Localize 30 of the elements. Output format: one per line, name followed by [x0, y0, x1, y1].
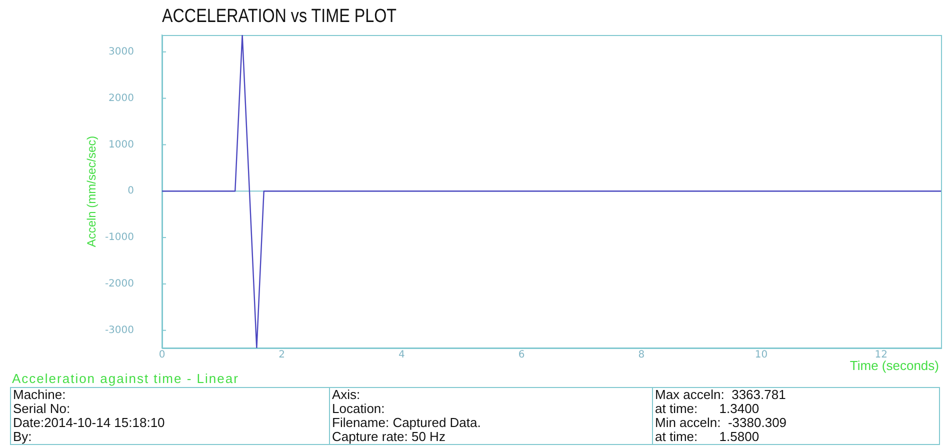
x-tick-label: 12 [874, 350, 888, 361]
y-tick-label: -1000 [104, 232, 134, 244]
text: Date:2014-10-14 15:18:10 [13, 415, 166, 430]
text: Acceleration against time - Linear [12, 371, 239, 386]
text: Location: [332, 401, 386, 416]
y-tick-label: -3000 [104, 324, 134, 336]
text: Filename: Captured Data. [332, 415, 482, 430]
y-axis-title: Acceln (mm/sec/sec) [84, 136, 98, 248]
y-tick-label: 3000 [108, 46, 134, 58]
text: Min acceln: -3380.309 [655, 415, 788, 430]
text: Machine: [13, 387, 67, 402]
x-tick-label: 4 [398, 350, 405, 361]
x-tick-label: 2 [278, 350, 286, 361]
text: at time: 1.3400 [655, 401, 760, 416]
x-tick-label: 0 [158, 350, 166, 361]
y-tick-label: -2000 [104, 278, 134, 290]
text: Capture rate: 50 Hz [332, 429, 446, 444]
y-tick-label: 0 [128, 186, 134, 197]
x-axis-title: Time (seconds) [850, 358, 939, 373]
y-tick-label: 1000 [108, 139, 134, 150]
x-tick-label: 10 [754, 350, 768, 361]
y-tick-label: 2000 [108, 92, 134, 104]
text: Serial No: [13, 401, 72, 416]
text: By: [13, 429, 33, 444]
text: Max acceln: 3363.781 [655, 387, 787, 402]
x-tick-label: 6 [518, 350, 525, 361]
chart-title: ACCELERATION vs TIME PLOT [162, 6, 397, 28]
text: Axis: [332, 387, 362, 402]
x-tick-label: 8 [638, 350, 645, 361]
text: at time: 1.5800 [655, 429, 760, 444]
